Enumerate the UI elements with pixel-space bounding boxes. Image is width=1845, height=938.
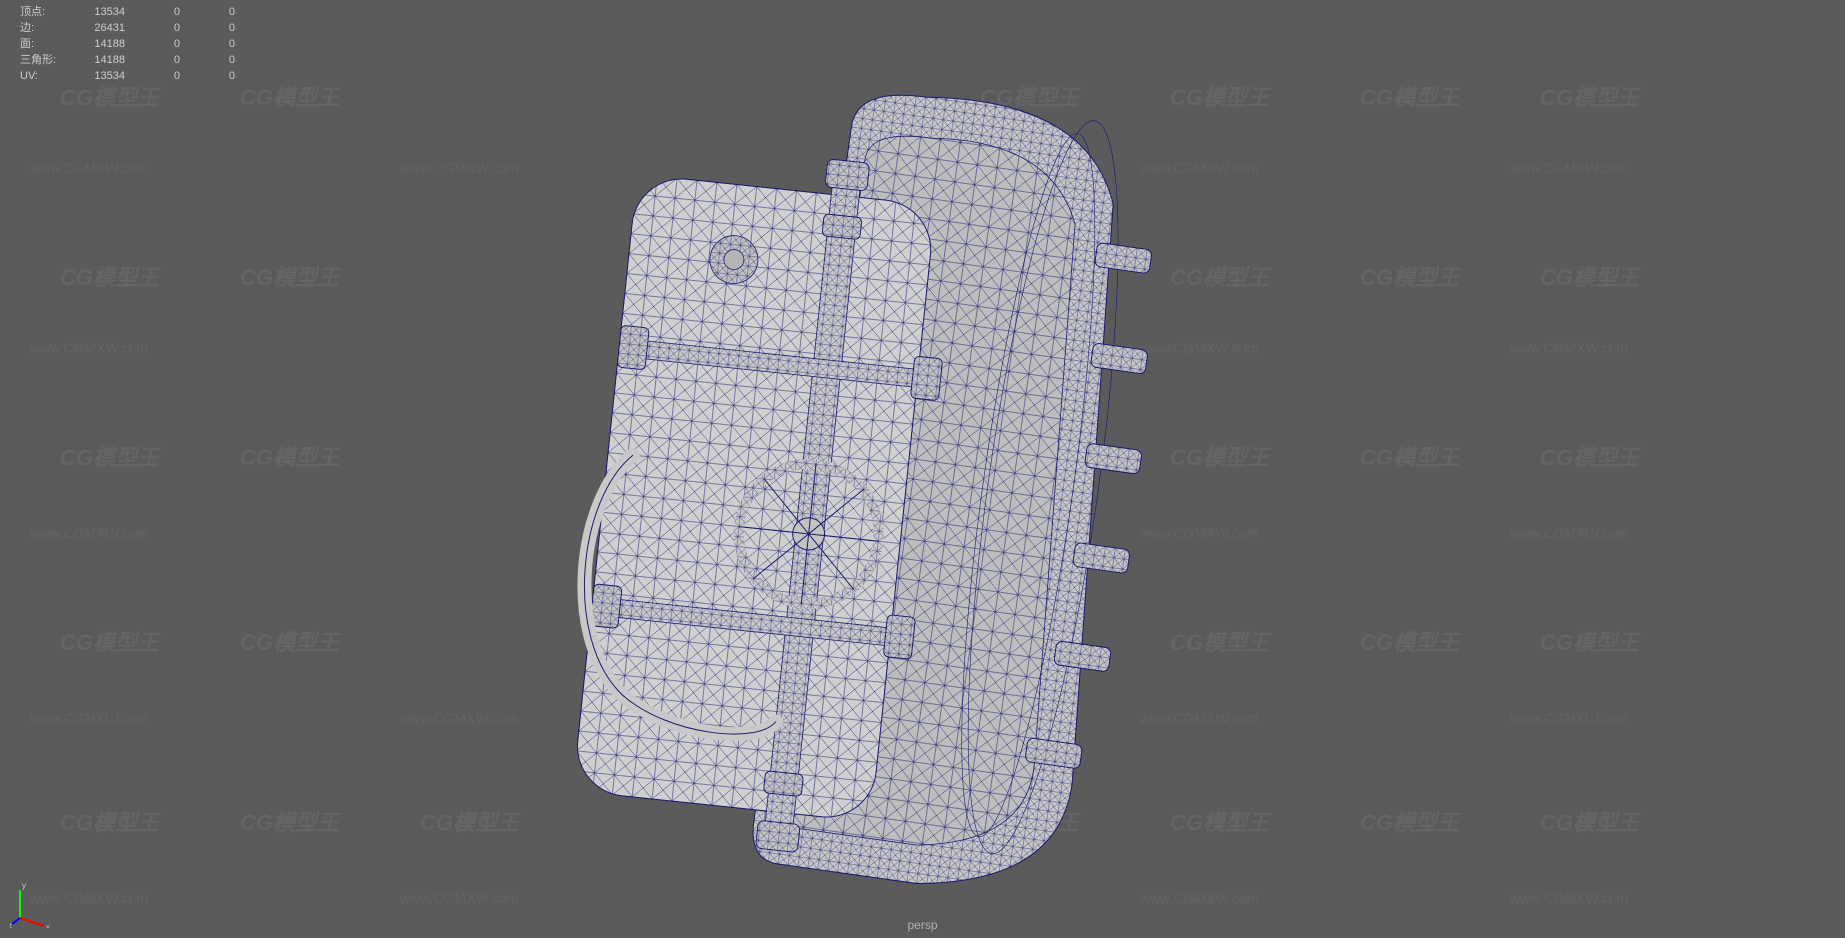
stats-label: 三角形: <box>20 52 70 68</box>
stats-value: 0 <box>125 52 180 68</box>
stats-value: 14188 <box>70 52 125 68</box>
stats-label: 边: <box>20 20 70 36</box>
poly-stats-panel: 顶点: 13534 0 0 边: 26431 0 0 面: 14188 0 0 … <box>20 4 235 84</box>
stats-value: 0 <box>125 36 180 52</box>
stats-label: 面: <box>20 36 70 52</box>
viewport[interactable]: CG模型王 CG模型王 CG模型王 CG模型王 CG模型王 CG模型王 www.… <box>0 0 1845 938</box>
stats-label: UV: <box>20 68 70 84</box>
stats-value: 0 <box>125 68 180 84</box>
stats-value: 0 <box>180 52 235 68</box>
stats-value: 14188 <box>70 36 125 52</box>
stats-value: 0 <box>180 20 235 36</box>
stats-row-edges: 边: 26431 0 0 <box>20 20 235 36</box>
stats-value: 0 <box>180 36 235 52</box>
model-area[interactable] <box>0 0 1845 938</box>
axis-gizmo-icon: y x z <box>10 878 60 928</box>
stats-label: 顶点: <box>20 4 70 20</box>
stats-value: 0 <box>180 68 235 84</box>
axis-gizmo[interactable]: y x z <box>10 878 60 928</box>
stats-row-verts: 顶点: 13534 0 0 <box>20 4 235 20</box>
stats-row-uvs: UV: 13534 0 0 <box>20 68 235 84</box>
svg-text:y: y <box>22 881 26 890</box>
stats-value: 0 <box>180 4 235 20</box>
stats-value: 13534 <box>70 68 125 84</box>
stats-value: 0 <box>125 4 180 20</box>
stats-value: 0 <box>125 20 180 36</box>
stats-value: 26431 <box>70 20 125 36</box>
stats-value: 13534 <box>70 4 125 20</box>
svg-text:x: x <box>46 923 50 928</box>
model-wireframe <box>573 39 1273 899</box>
svg-text:z: z <box>10 921 12 928</box>
stats-row-faces: 面: 14188 0 0 <box>20 36 235 52</box>
camera-label: persp <box>907 918 937 932</box>
stats-row-tris: 三角形: 14188 0 0 <box>20 52 235 68</box>
